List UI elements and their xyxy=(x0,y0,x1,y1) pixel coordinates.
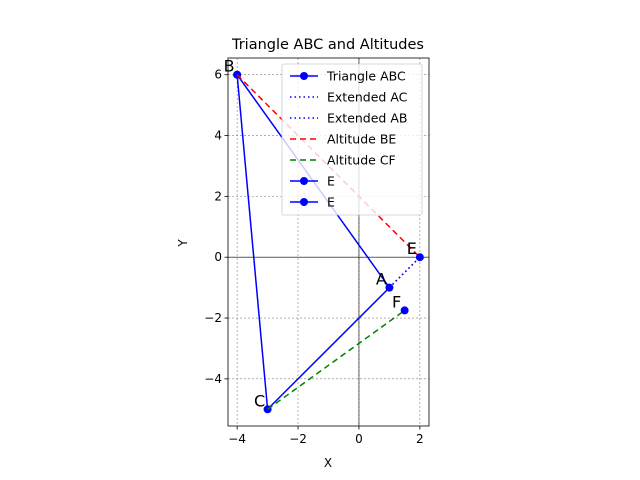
legend-label-6: E xyxy=(327,195,335,210)
legend-label-2: Extended AB xyxy=(327,111,407,126)
series-line-2 xyxy=(388,256,421,289)
y-tick-label: 2 xyxy=(214,189,222,203)
y-tick-label: 6 xyxy=(214,68,222,82)
plot-area: A B C E F −4 −2 0 2 −4 −2 0 2 4 6 Triangle ABC Extended … xyxy=(204,57,430,446)
series-point-6 xyxy=(400,306,409,315)
y-tick-label: 0 xyxy=(214,250,222,264)
x-tick-label: 0 xyxy=(355,432,363,446)
point-label-F: F xyxy=(392,292,401,311)
legend-label-0: Triangle ABC xyxy=(326,69,406,84)
point-label-C: C xyxy=(254,391,265,410)
series-line-4 xyxy=(267,309,406,410)
y-tick-label: 4 xyxy=(214,129,222,143)
point-label-B: B xyxy=(224,57,235,76)
legend-label-4: Altitude CF xyxy=(327,153,396,168)
legend-label-3: Altitude BE xyxy=(327,132,396,147)
point-label-E: E xyxy=(407,239,417,258)
legend-label-5: E xyxy=(327,174,335,189)
chart-title: Triangle ABC and Altitudes xyxy=(231,37,424,53)
x-tick-label: −4 xyxy=(228,432,246,446)
y-tick-label: −4 xyxy=(204,372,222,386)
x-tick-label: 2 xyxy=(416,432,424,446)
y-tick-label: −2 xyxy=(204,311,222,325)
legend-box xyxy=(281,63,423,216)
y-axis-label: Y xyxy=(176,239,190,248)
x-tick-label: −2 xyxy=(289,432,307,446)
legend: Triangle ABC Extended AC Extended AB Altitu… xyxy=(281,63,423,216)
legend-marker-6 xyxy=(300,198,308,206)
legend-label-1: Extended AC xyxy=(327,90,408,105)
legend-marker-5 xyxy=(300,177,308,185)
axes-frame xyxy=(227,57,430,427)
series-point-5 xyxy=(415,253,424,262)
series-line-3 xyxy=(236,74,421,258)
x-axis-label: X xyxy=(324,456,332,470)
point-label-A: A xyxy=(376,270,387,289)
legend-marker-0 xyxy=(300,72,308,80)
